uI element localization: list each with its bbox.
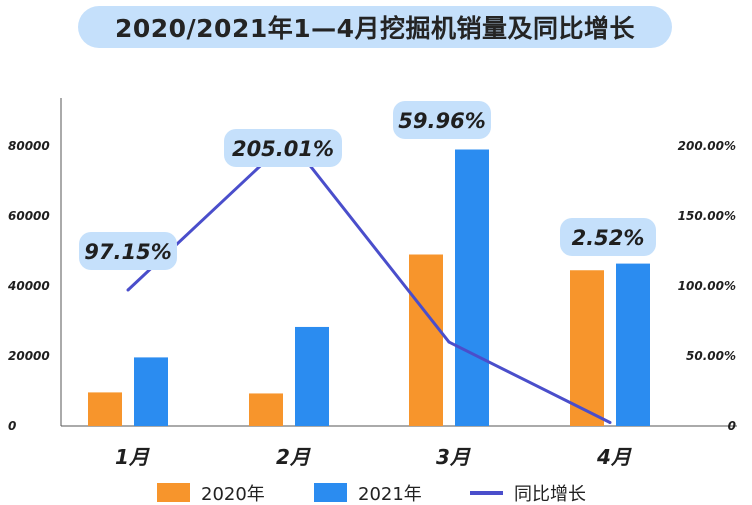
growth-point-4	[608, 420, 612, 424]
data-label: 59.96%	[398, 109, 485, 133]
growth-point-3	[447, 340, 451, 344]
y-left-tick-label: 20000	[8, 349, 50, 363]
x-category-label: 1月	[115, 445, 150, 469]
bar-2020-4	[570, 270, 604, 426]
y-left-tick-label: 60000	[8, 209, 50, 223]
data-label-callout	[560, 218, 656, 256]
y-right-tick-label: 100.00%	[678, 279, 736, 293]
chart-title: 2020/2021年1—4月挖掘机销量及同比增长	[114, 14, 636, 43]
bar-2021-4	[616, 263, 650, 426]
x-category-label: 4月	[596, 445, 632, 469]
legend-swatch	[314, 483, 347, 502]
growth-line	[126, 137, 611, 424]
legend-label: 同比增长	[514, 484, 586, 505]
data-label: 97.15%	[84, 240, 171, 264]
legend-swatch	[157, 483, 190, 502]
x-category-label: 2月	[276, 445, 311, 469]
bar-2020-1	[88, 392, 122, 426]
y-right-tick-label: 50.00%	[686, 349, 736, 363]
legend-label: 2021年	[358, 484, 422, 505]
data-label-callout	[79, 232, 177, 270]
bar-2021-2	[295, 326, 329, 426]
y-left-tick-label: 40000	[7, 279, 50, 293]
title-banner: 2020/2021年1—4月挖掘机销量及同比增长	[78, 6, 672, 48]
data-label-callout	[393, 101, 491, 139]
bar-2021-3	[455, 149, 489, 426]
bar-2021-1	[134, 357, 168, 426]
y-left-tick-label: 80000	[8, 139, 50, 153]
x-category-label: 3月	[436, 445, 471, 469]
data-label: 2.52%	[572, 226, 645, 250]
y-left-tick-label: 0	[8, 419, 16, 433]
bar-2020-2	[249, 393, 283, 426]
legend-label: 2020年	[201, 484, 265, 505]
growth-point-1	[126, 288, 130, 292]
y-right-tick-label: 200.00%	[678, 139, 736, 153]
data-label: 205.01%	[232, 137, 334, 161]
y-right-tick-label: 0	[728, 419, 736, 433]
y-right-tick-label: 150.00%	[678, 209, 736, 223]
bar-2020-3	[409, 254, 443, 426]
data-label-callout	[224, 129, 342, 167]
